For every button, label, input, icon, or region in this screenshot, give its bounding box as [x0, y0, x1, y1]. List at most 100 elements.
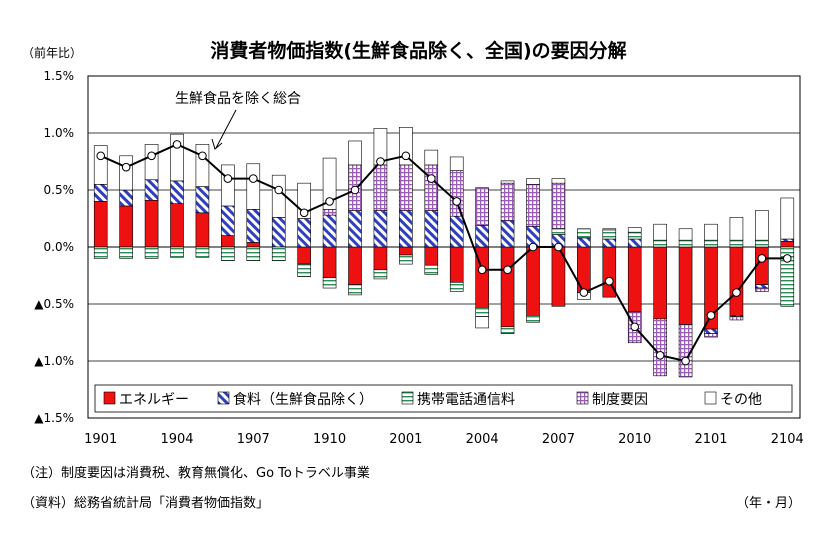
- bar-segment-food: [348, 210, 362, 248]
- annotation-arrowhead: [211, 138, 223, 150]
- bar-segment-energy: [678, 246, 693, 325]
- bar-segment-food: [577, 237, 591, 248]
- bar-segment-food: [627, 238, 642, 248]
- bar-segment-policy: [526, 184, 540, 227]
- bars: [93, 127, 795, 378]
- bar-segment-policy: [322, 209, 337, 216]
- y-tick-label: 1.0%: [44, 126, 75, 140]
- bar-segment-policy: [399, 164, 413, 211]
- bar-segment-energy: [627, 246, 642, 313]
- core-cpi-point: [579, 288, 589, 297]
- x-tick-label: 1910: [313, 432, 346, 447]
- bar-segment-mobile: [653, 239, 667, 248]
- bar-segment-food: [297, 218, 311, 248]
- bar-segment-mobile: [93, 246, 108, 259]
- core-cpi-point: [630, 322, 640, 332]
- bar-segment-other: [449, 156, 464, 171]
- legend-swatch-energy: [103, 391, 116, 405]
- x-tick-label: 2010: [618, 432, 651, 447]
- bar-segment-food: [500, 220, 515, 248]
- core-cpi-point: [248, 174, 258, 183]
- bar-segment-energy: [729, 246, 744, 316]
- bar-segment-policy: [500, 182, 515, 222]
- bar-segment-mobile: [627, 231, 642, 240]
- legend: エネルギー 食料（生鮮食品除く） 携帯電話通信料 制度要因 その他: [94, 384, 793, 413]
- bar-segment-policy: [449, 170, 464, 217]
- bar-segment-other: [475, 316, 489, 329]
- x-tick-label: 2101: [694, 432, 727, 447]
- bar-segment-energy: [399, 246, 413, 256]
- bar-segment-mobile: [246, 246, 261, 261]
- x-tick-label: 1907: [237, 432, 270, 447]
- core-cpi-point: [325, 197, 334, 206]
- bar-segment-energy: [93, 201, 108, 248]
- bar-segment-mobile: [399, 254, 413, 265]
- y-tick-label: ▲1.0%: [34, 354, 74, 368]
- core-cpi-point: [172, 140, 182, 149]
- bar-segment-mobile: [678, 239, 693, 248]
- bar-segment-other: [627, 227, 642, 233]
- bar-segment-mobile: [348, 284, 362, 296]
- bar-segment-other: [221, 164, 235, 207]
- bar-segment-other: [93, 145, 108, 185]
- bar-segment-mobile: [755, 239, 769, 248]
- bar-segment-energy: [500, 246, 515, 328]
- bar-segment-food: [602, 238, 617, 248]
- bar-segment-mobile: [729, 239, 744, 248]
- legend-label-policy: 制度要因: [592, 392, 648, 408]
- bar-segment-food: [399, 210, 413, 248]
- core-cpi-point: [121, 162, 131, 172]
- bar-segment-other: [780, 197, 795, 240]
- bar-segment-mobile: [221, 246, 235, 261]
- y-tick-label: 0.5%: [44, 183, 75, 197]
- bar-segment-energy: [526, 246, 540, 316]
- x-axis: 1901 1904 1907 1910 2001 2004 2007 2010 2101 2104: [84, 432, 804, 447]
- legend-label-other: その他: [720, 392, 762, 408]
- bar-segment-mobile: [170, 246, 184, 258]
- bar-segment-food: [221, 205, 235, 236]
- bar-segment-mobile: [297, 263, 311, 277]
- bar-segment-food: [704, 328, 718, 334]
- bar-segment-other: [195, 144, 210, 187]
- bar-segment-other: [322, 157, 337, 210]
- bar-segment-energy: [780, 241, 795, 248]
- bar-segment-other: [729, 217, 744, 241]
- core-cpi-point: [452, 197, 462, 206]
- bar-segment-energy: [322, 246, 337, 279]
- bar-segment-policy: [729, 316, 744, 321]
- legend-swatch-policy: [576, 391, 589, 405]
- bar-segment-mobile: [602, 229, 617, 240]
- source-note: （資料）総務省統計局「消費者物価指数」: [22, 496, 270, 511]
- bar-segment-food: [195, 186, 210, 214]
- bar-segment-other: [500, 180, 515, 184]
- bar-segment-energy: [144, 199, 159, 248]
- core-cpi-point: [477, 265, 487, 275]
- core-cpi-point: [147, 151, 156, 161]
- core-cpi-point: [299, 208, 309, 218]
- bar-segment-policy: [551, 182, 566, 230]
- chart-title: 消費者物価指数(生鮮食品除く、全国)の要因分解: [210, 40, 627, 62]
- bar-segment-mobile: [195, 246, 210, 258]
- bar-segment-other: [653, 223, 667, 241]
- bar-segment-other: [704, 223, 718, 241]
- bar-segment-food: [322, 214, 337, 248]
- bar-segment-mobile: [526, 315, 540, 323]
- legend-swatch-mobile: [401, 391, 414, 405]
- bar-segment-policy: [755, 287, 769, 292]
- footnote: （注）制度要因は消費税、教育無償化、Go Toトラベル事業: [22, 466, 370, 481]
- bar-segment-mobile: [373, 269, 388, 280]
- core-cpi-point: [198, 151, 207, 161]
- y-axis: 1.5% 1.0% 0.5% 0.0% ▲0.5% ▲1.0% ▲1.5%: [34, 69, 74, 425]
- legend-swatch-other: [704, 391, 717, 405]
- bar-segment-energy: [449, 246, 464, 283]
- bar-segment-food: [755, 284, 769, 289]
- annotation-text: 生鮮食品を除く総合: [175, 90, 301, 107]
- bar-segment-policy: [475, 187, 489, 226]
- bar-segment-mobile: [271, 246, 286, 261]
- core-cpi-point: [604, 276, 614, 286]
- core-cpi-point: [503, 265, 512, 275]
- bar-segment-policy: [653, 318, 667, 377]
- core-cpi-point: [350, 185, 360, 195]
- bar-segment-other: [348, 140, 362, 166]
- annotation-arrow: [215, 109, 237, 149]
